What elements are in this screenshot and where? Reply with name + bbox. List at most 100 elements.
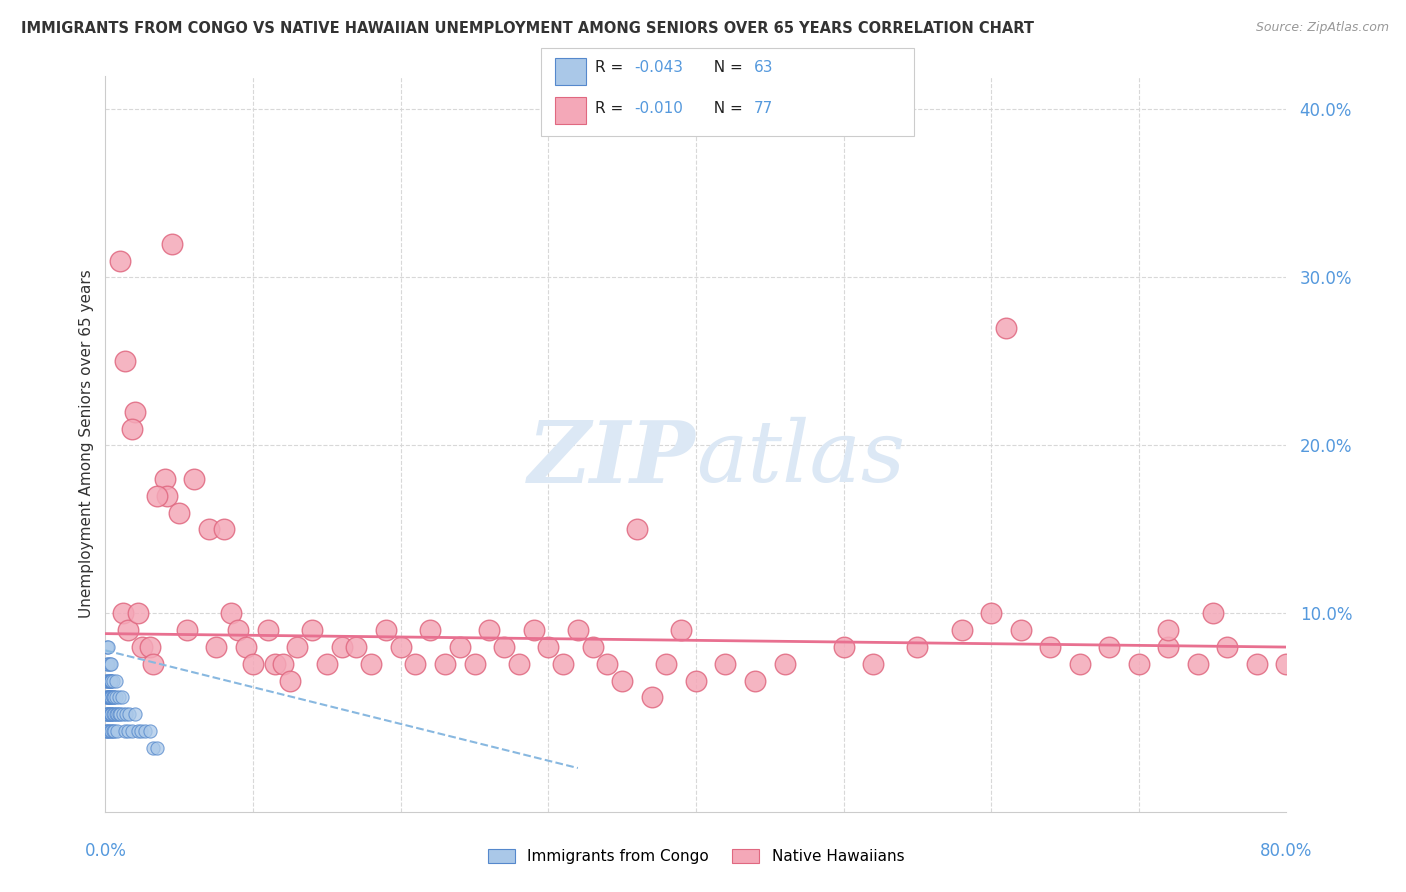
Point — [100, 707, 122, 722]
Point — [478, 624, 501, 638]
Point — [142, 740, 165, 755]
Point — [142, 657, 165, 671]
Point — [103, 690, 125, 705]
Point — [596, 657, 619, 671]
Point — [1157, 624, 1180, 638]
Point — [121, 422, 143, 436]
Point — [98, 690, 121, 705]
Point — [101, 690, 124, 705]
Point — [114, 724, 136, 739]
Point — [1098, 640, 1121, 654]
Point — [104, 707, 127, 722]
Point — [98, 673, 121, 688]
Point — [508, 657, 530, 671]
Point — [107, 707, 129, 722]
Point — [582, 640, 605, 654]
Point — [100, 673, 122, 688]
Point — [138, 724, 162, 739]
Point — [118, 707, 141, 722]
Point — [114, 354, 136, 368]
Point — [97, 657, 120, 671]
Point — [117, 724, 139, 739]
Point — [98, 690, 121, 705]
Point — [101, 724, 124, 739]
Point — [127, 607, 149, 621]
Point — [995, 321, 1018, 335]
Point — [1216, 640, 1239, 654]
Point — [104, 673, 127, 688]
Y-axis label: Unemployment Among Seniors over 65 years: Unemployment Among Seniors over 65 years — [79, 269, 94, 618]
Text: 0.0%: 0.0% — [84, 842, 127, 860]
Point — [301, 624, 323, 638]
Point — [94, 707, 117, 722]
Point — [98, 673, 121, 688]
Point — [176, 624, 198, 638]
Point — [160, 236, 183, 251]
Point — [97, 640, 120, 654]
Point — [685, 673, 707, 688]
Point — [183, 472, 205, 486]
Point — [287, 640, 309, 654]
Point — [1069, 657, 1091, 671]
Point — [626, 523, 648, 537]
Point — [315, 657, 337, 671]
Point — [98, 657, 121, 671]
Point — [96, 640, 118, 654]
Point — [94, 690, 117, 705]
Point — [112, 707, 135, 722]
Point — [655, 657, 678, 671]
Point — [121, 724, 143, 739]
Point — [433, 657, 456, 671]
Point — [1201, 607, 1223, 621]
Point — [107, 690, 129, 705]
Point — [1275, 657, 1298, 671]
Text: R =: R = — [595, 102, 628, 116]
Point — [330, 640, 353, 654]
Point — [105, 707, 128, 722]
Point — [641, 690, 664, 705]
Text: -0.010: -0.010 — [634, 102, 683, 116]
Point — [100, 673, 122, 688]
Point — [832, 640, 855, 654]
Text: IMMIGRANTS FROM CONGO VS NATIVE HAWAIIAN UNEMPLOYMENT AMONG SENIORS OVER 65 YEAR: IMMIGRANTS FROM CONGO VS NATIVE HAWAIIAN… — [21, 21, 1033, 36]
Point — [96, 673, 118, 688]
Point — [271, 657, 294, 671]
Point — [1039, 640, 1062, 654]
Point — [131, 640, 153, 654]
Point — [96, 673, 118, 688]
Point — [110, 253, 132, 268]
Point — [1128, 657, 1150, 671]
Point — [980, 607, 1002, 621]
Point — [98, 707, 121, 722]
Point — [96, 657, 118, 671]
Point — [235, 640, 257, 654]
Point — [1246, 657, 1268, 671]
Text: R =: R = — [595, 61, 628, 75]
Point — [862, 657, 884, 671]
Point — [567, 624, 589, 638]
Point — [1187, 657, 1209, 671]
Text: atlas: atlas — [696, 417, 905, 500]
Point — [744, 673, 766, 688]
Point — [97, 690, 120, 705]
Point — [100, 707, 122, 722]
Text: N =: N = — [704, 102, 748, 116]
Point — [537, 640, 560, 654]
Text: -0.043: -0.043 — [634, 61, 683, 75]
Text: N =: N = — [704, 61, 748, 75]
Point — [134, 724, 156, 739]
Point — [146, 740, 169, 755]
Point — [101, 707, 124, 722]
Point — [156, 489, 179, 503]
Point — [197, 523, 219, 537]
Point — [950, 624, 973, 638]
Point — [97, 724, 120, 739]
Point — [96, 724, 118, 739]
Point — [146, 489, 169, 503]
Point — [100, 724, 122, 739]
Point — [551, 657, 574, 671]
Point — [449, 640, 471, 654]
Text: 63: 63 — [754, 61, 773, 75]
Point — [101, 673, 124, 688]
Point — [138, 640, 162, 654]
